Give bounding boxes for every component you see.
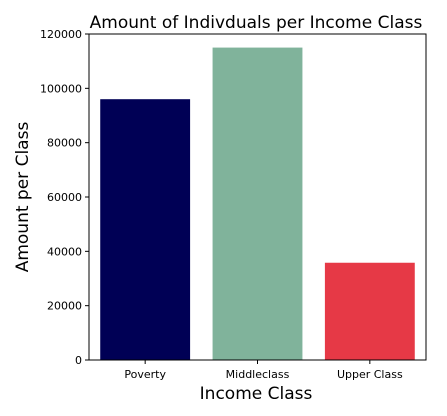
y-tick-label: 40000 bbox=[47, 245, 82, 258]
y-tick-label: 20000 bbox=[47, 300, 82, 313]
y-tick-label: 100000 bbox=[40, 82, 82, 95]
x-tick-label: Poverty bbox=[124, 368, 166, 381]
x-tick-label: Middleclass bbox=[226, 368, 290, 381]
y-tick-label: 120000 bbox=[40, 28, 82, 41]
x-axis-title: Income Class bbox=[200, 384, 313, 404]
bar-upper-class bbox=[324, 262, 415, 360]
y-axis: 0 20000 40000 60000 80000 100000 120000 bbox=[40, 28, 89, 367]
bar-middleclass bbox=[212, 47, 303, 360]
y-tick-label: 80000 bbox=[47, 137, 82, 150]
y-tick-label: 60000 bbox=[47, 191, 82, 204]
chart-title: Amount of Indivduals per Income Class bbox=[90, 13, 423, 33]
y-tick-label: 0 bbox=[75, 354, 82, 367]
y-axis-title: Amount per Class bbox=[13, 122, 33, 273]
bars-group bbox=[100, 47, 415, 360]
bar-poverty bbox=[100, 99, 191, 360]
x-axis: Poverty Middleclass Upper Class bbox=[124, 360, 403, 381]
plot-area: 0 20000 40000 60000 80000 100000 120000 Povert… bbox=[40, 28, 427, 381]
x-tick-label: Upper Class bbox=[337, 368, 403, 381]
